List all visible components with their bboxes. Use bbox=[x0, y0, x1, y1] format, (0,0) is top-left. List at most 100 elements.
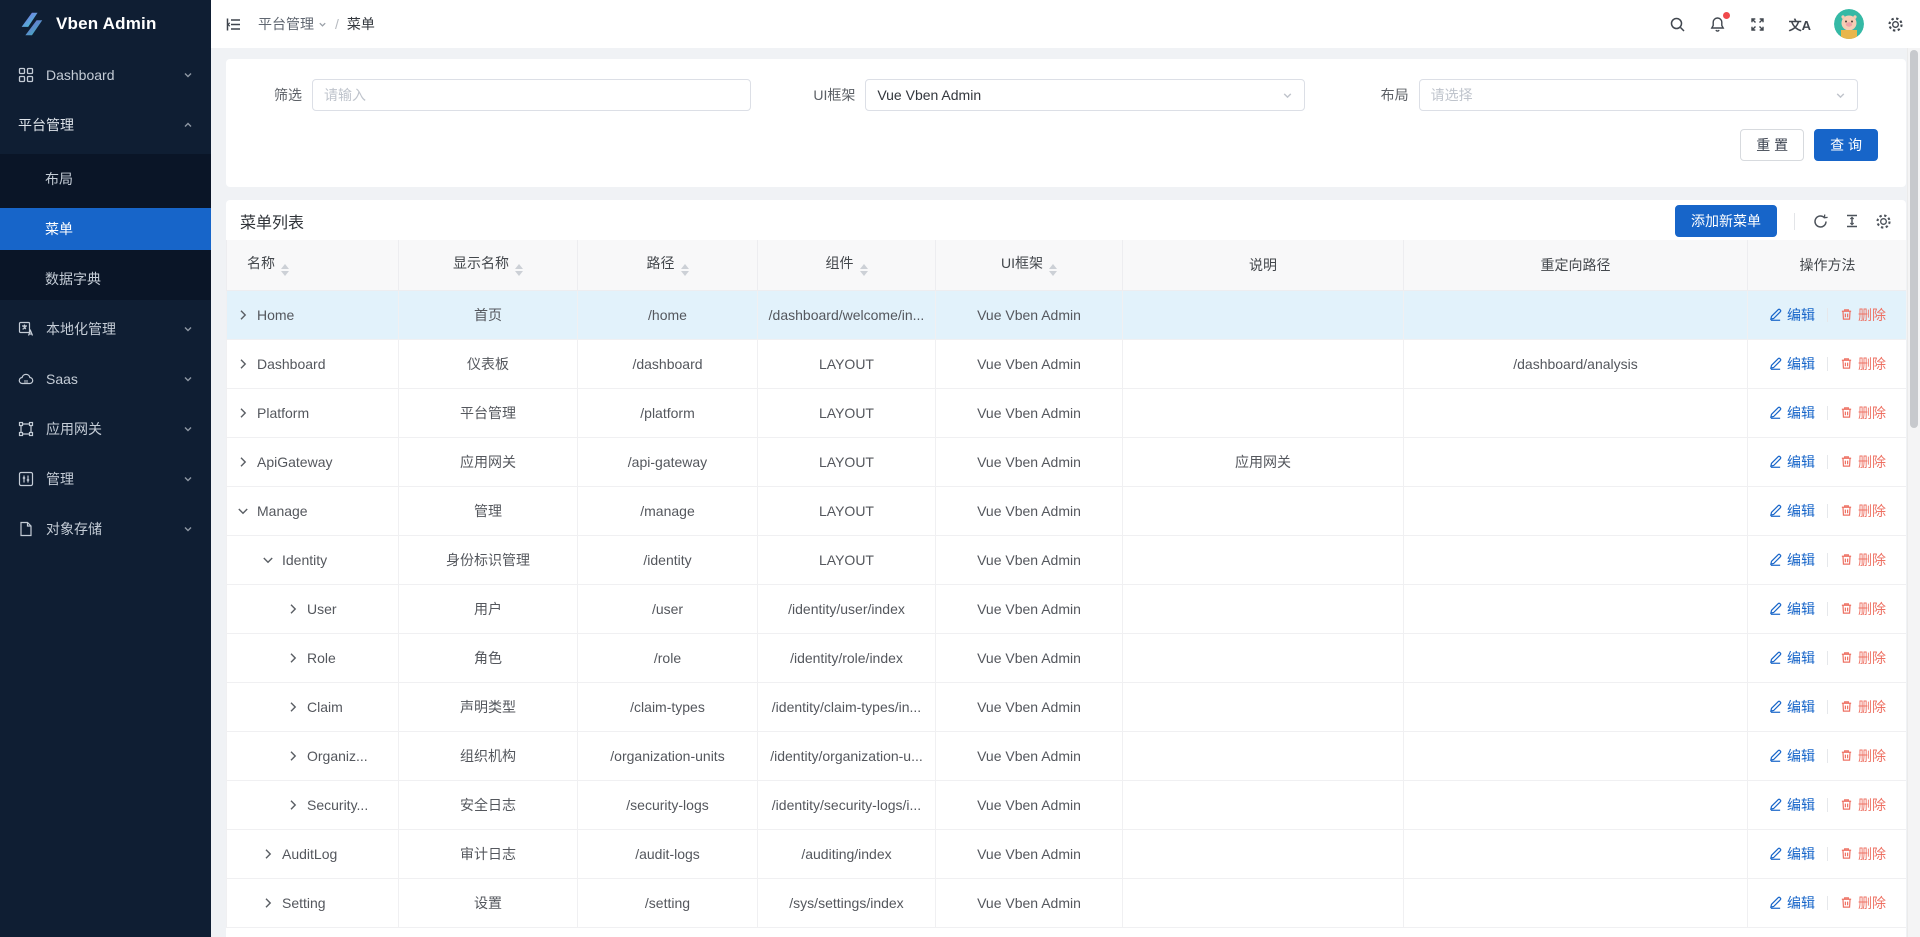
reset-button[interactable]: 重 置 bbox=[1740, 129, 1805, 161]
trash-icon bbox=[1841, 505, 1852, 516]
delete-link[interactable]: 删除 bbox=[1840, 403, 1886, 423]
sidebar-item-label: 平台管理 bbox=[18, 117, 74, 133]
column-settings-gear-icon[interactable] bbox=[1875, 213, 1892, 230]
tree-toggle-icon[interactable] bbox=[287, 652, 299, 664]
sidebar-item-platform-management[interactable]: 平台管理 bbox=[0, 104, 211, 146]
edit-link[interactable]: 编辑 bbox=[1769, 305, 1815, 325]
row-description bbox=[1122, 338, 1404, 389]
ui-framework-select[interactable]: Vue Vben Admin bbox=[865, 79, 1305, 111]
sidebar-item-api-gateway[interactable]: 应用网关 bbox=[0, 408, 211, 450]
tree-toggle-icon[interactable] bbox=[237, 407, 249, 419]
fullscreen-icon[interactable] bbox=[1749, 16, 1766, 33]
tree-toggle-icon[interactable] bbox=[237, 505, 249, 517]
delete-link[interactable]: 删除 bbox=[1840, 697, 1886, 717]
trash-icon bbox=[1841, 456, 1852, 467]
search-icon[interactable] bbox=[1669, 16, 1686, 33]
sort-icon[interactable] bbox=[1049, 264, 1057, 277]
chevron-up-icon bbox=[183, 120, 193, 130]
column-header-name[interactable]: 名称 bbox=[226, 240, 399, 291]
vertical-scrollbar[interactable] bbox=[1907, 48, 1920, 937]
delete-link[interactable]: 删除 bbox=[1840, 305, 1886, 325]
edit-link[interactable]: 编辑 bbox=[1769, 844, 1815, 864]
delete-link[interactable]: 删除 bbox=[1840, 550, 1886, 570]
filter-panel: 筛选 UI框架 Vue Vben Admin 布局 请选择 bbox=[226, 59, 1906, 187]
delete-link[interactable]: 删除 bbox=[1840, 648, 1886, 668]
column-header-path[interactable]: 路径 bbox=[577, 240, 758, 291]
menu-fold-icon[interactable] bbox=[225, 16, 242, 33]
topbar: 平台管理 / 菜单 bbox=[211, 0, 1920, 48]
sort-icon[interactable] bbox=[680, 264, 689, 277]
refresh-icon[interactable] bbox=[1812, 213, 1829, 230]
row-component: /identity/organization-u... bbox=[757, 730, 936, 781]
edit-link[interactable]: 编辑 bbox=[1769, 599, 1815, 619]
translate-icon[interactable]: 文A bbox=[1788, 17, 1811, 33]
column-header-ui-framework[interactable]: UI框架 bbox=[935, 240, 1123, 291]
edit-link[interactable]: 编辑 bbox=[1769, 893, 1815, 913]
edit-link[interactable]: 编辑 bbox=[1769, 648, 1815, 668]
delete-link[interactable]: 删除 bbox=[1840, 893, 1886, 913]
edit-link[interactable]: 编辑 bbox=[1769, 697, 1815, 717]
edit-link-label: 编辑 bbox=[1787, 600, 1815, 617]
tree-toggle-icon[interactable] bbox=[237, 358, 249, 370]
table-row: Security... 安全日志 /security-logs /identit… bbox=[226, 779, 1906, 830]
delete-link[interactable]: 删除 bbox=[1840, 844, 1886, 864]
delete-link[interactable]: 删除 bbox=[1840, 354, 1886, 374]
edit-link-label: 编辑 bbox=[1787, 306, 1815, 323]
tree-toggle-icon[interactable] bbox=[262, 848, 274, 860]
sidebar-item-saas[interactable]: Saas bbox=[0, 358, 211, 400]
tree-toggle-icon[interactable] bbox=[237, 309, 249, 321]
sidebar-item-object-storage[interactable]: 对象存储 bbox=[0, 508, 211, 550]
scrollbar-thumb[interactable] bbox=[1910, 50, 1918, 428]
delete-link[interactable]: 删除 bbox=[1840, 501, 1886, 521]
search-button[interactable]: 查 询 bbox=[1814, 129, 1878, 161]
sidebar-item-layout[interactable]: 布局 bbox=[0, 158, 211, 200]
app-logo[interactable]: Vben Admin bbox=[0, 0, 211, 48]
add-menu-button[interactable]: 添加新菜单 bbox=[1675, 205, 1777, 237]
row-component: LAYOUT bbox=[757, 387, 936, 438]
avatar[interactable] bbox=[1834, 9, 1864, 39]
sidebar-item-localization[interactable]: 本地化管理 bbox=[0, 308, 211, 350]
delete-link[interactable]: 删除 bbox=[1840, 795, 1886, 815]
pencil-icon bbox=[1770, 749, 1782, 762]
column-header-component[interactable]: 组件 bbox=[757, 240, 936, 291]
chevron-down-icon bbox=[183, 374, 193, 384]
delete-link[interactable]: 删除 bbox=[1840, 599, 1886, 619]
tree-toggle-icon[interactable] bbox=[287, 701, 299, 713]
app-title: Vben Admin bbox=[56, 14, 157, 33]
settings-gear-icon[interactable] bbox=[1887, 16, 1904, 33]
row-height-icon[interactable] bbox=[1844, 213, 1860, 229]
tree-toggle-icon[interactable] bbox=[237, 456, 249, 468]
sidebar-item-data-dictionary[interactable]: 数据字典 bbox=[0, 258, 211, 300]
tree-toggle-icon[interactable] bbox=[287, 750, 299, 762]
breadcrumb-item-platform[interactable]: 平台管理 bbox=[258, 14, 327, 34]
row-component: LAYOUT bbox=[757, 534, 936, 585]
column-header-display-name[interactable]: 显示名称 bbox=[398, 240, 578, 291]
edit-link[interactable]: 编辑 bbox=[1769, 746, 1815, 766]
edit-link[interactable]: 编辑 bbox=[1769, 795, 1815, 815]
sidebar-item-manage[interactable]: 管理 bbox=[0, 458, 211, 500]
tree-toggle-icon[interactable] bbox=[262, 554, 274, 566]
tree-toggle-icon[interactable] bbox=[262, 897, 274, 909]
edit-link[interactable]: 编辑 bbox=[1769, 452, 1815, 472]
edit-link[interactable]: 编辑 bbox=[1769, 501, 1815, 521]
sort-icon[interactable] bbox=[859, 264, 868, 277]
sidebar-item-label: 应用网关 bbox=[46, 421, 102, 437]
sidebar-item-dashboard[interactable]: Dashboard bbox=[0, 54, 211, 96]
sidebar-item-menu[interactable]: 菜单 bbox=[0, 208, 211, 250]
layout-select[interactable]: 请选择 bbox=[1418, 79, 1858, 111]
sort-icon[interactable] bbox=[515, 264, 523, 277]
delete-link[interactable]: 删除 bbox=[1840, 452, 1886, 472]
edit-link[interactable]: 编辑 bbox=[1769, 550, 1815, 570]
table-title: 菜单列表 bbox=[240, 215, 305, 232]
sort-icon[interactable] bbox=[281, 264, 289, 277]
tree-toggle-icon[interactable] bbox=[287, 603, 299, 615]
filter-input[interactable] bbox=[312, 79, 752, 111]
tree-toggle-icon[interactable] bbox=[287, 799, 299, 811]
edit-link-label: 编辑 bbox=[1787, 894, 1815, 911]
delete-link[interactable]: 删除 bbox=[1840, 746, 1886, 766]
vben-logo-icon bbox=[16, 9, 46, 39]
notification-bell-icon[interactable] bbox=[1709, 11, 1730, 33]
edit-link[interactable]: 编辑 bbox=[1769, 403, 1815, 423]
edit-link[interactable]: 编辑 bbox=[1769, 354, 1815, 374]
row-path: /api-gateway bbox=[577, 436, 758, 487]
